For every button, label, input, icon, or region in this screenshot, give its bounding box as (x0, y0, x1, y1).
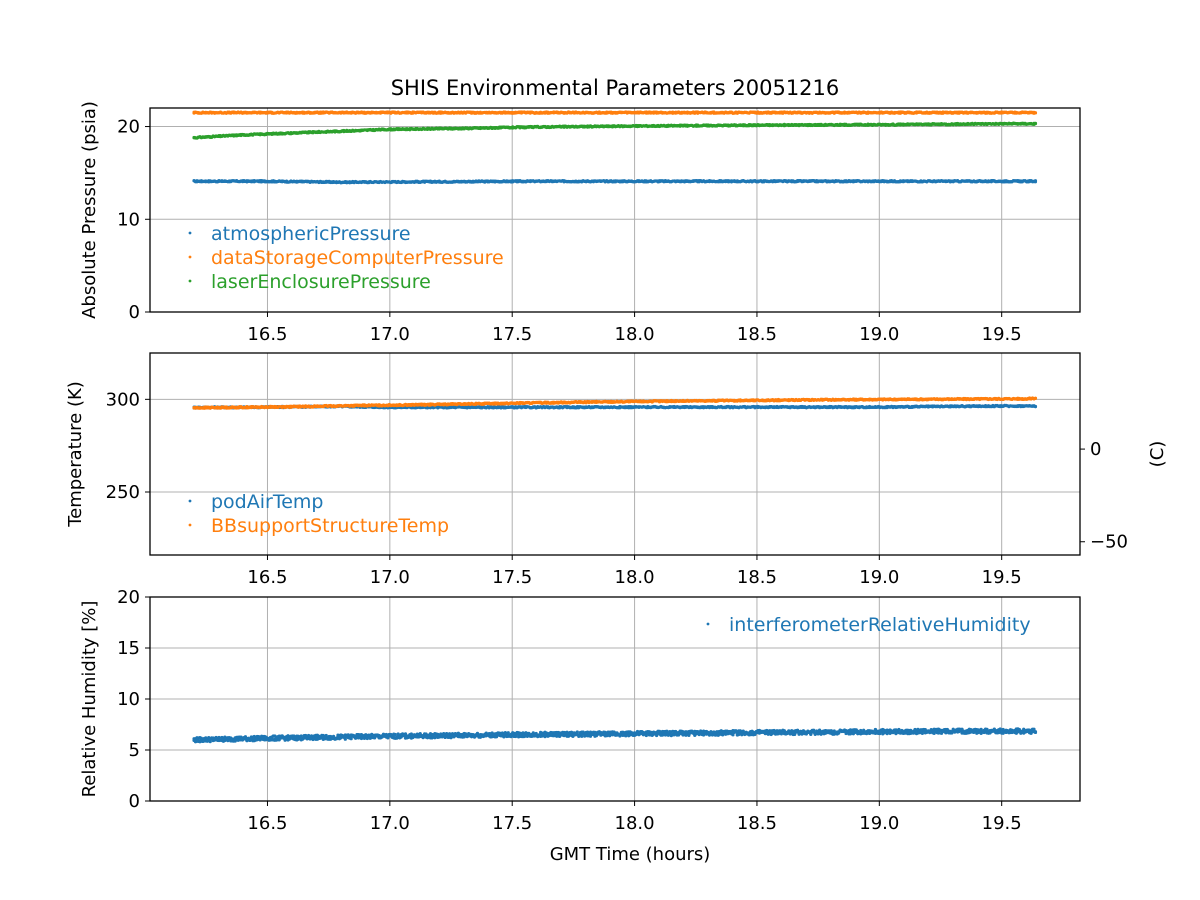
data-point (1033, 405, 1038, 409)
x-tick-label: 17.5 (492, 324, 532, 345)
y-tick-label: 0 (129, 302, 140, 323)
legend-marker (188, 231, 192, 235)
subplot-1: 16.5 17.0 17.5 18.0 18.5 19.0 19.5 0 10 20 Absolut… (79, 101, 1081, 345)
y-tick-label: 20 (117, 117, 140, 138)
x-tick-label: 17.0 (370, 324, 410, 345)
y-axis-label: Absolute Pressure (psia) (79, 101, 100, 319)
series-laserEnclosurePressure (192, 121, 1038, 140)
data-point (1033, 111, 1038, 115)
series-dataStorageComputerPressure (192, 110, 1038, 115)
data-point (1033, 179, 1038, 183)
legend-marker (188, 255, 192, 259)
x-tick-label: 19.0 (859, 324, 899, 345)
legend-label: dataStorageComputerPressure (211, 247, 504, 269)
subplot-2: 16.5 17.0 17.5 18.0 18.5 19.0 19.52503000−50(C… (65, 352, 1168, 588)
data-point (1033, 121, 1038, 125)
legend-label: atmosphericPressure (211, 223, 411, 245)
x-tick-label: 16.5 (247, 324, 287, 345)
x-tick-label: 18.5 (737, 324, 777, 345)
legend: atmosphericPressuredataStorageComputerPr… (188, 223, 504, 293)
legend-marker (188, 279, 192, 283)
x-tick-label: 18.0 (615, 324, 655, 345)
figure-title: SHIS Environmental Parameters 20051216 (391, 76, 840, 100)
legend-label: laserEnclosurePressure (211, 271, 431, 293)
x-tick-label: 19.5 (982, 324, 1022, 345)
series-atmosphericPressure (192, 179, 1038, 185)
y-tick-label: 10 (117, 209, 140, 230)
subplots: 16.5 17.0 17.5 18.0 18.5 19.0 19.5 0 10 20 Absolut… (65, 101, 1168, 865)
